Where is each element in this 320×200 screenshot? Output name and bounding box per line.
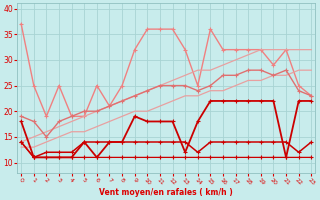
X-axis label: Vent moyen/en rafales ( km/h ): Vent moyen/en rafales ( km/h ) — [100, 188, 233, 197]
